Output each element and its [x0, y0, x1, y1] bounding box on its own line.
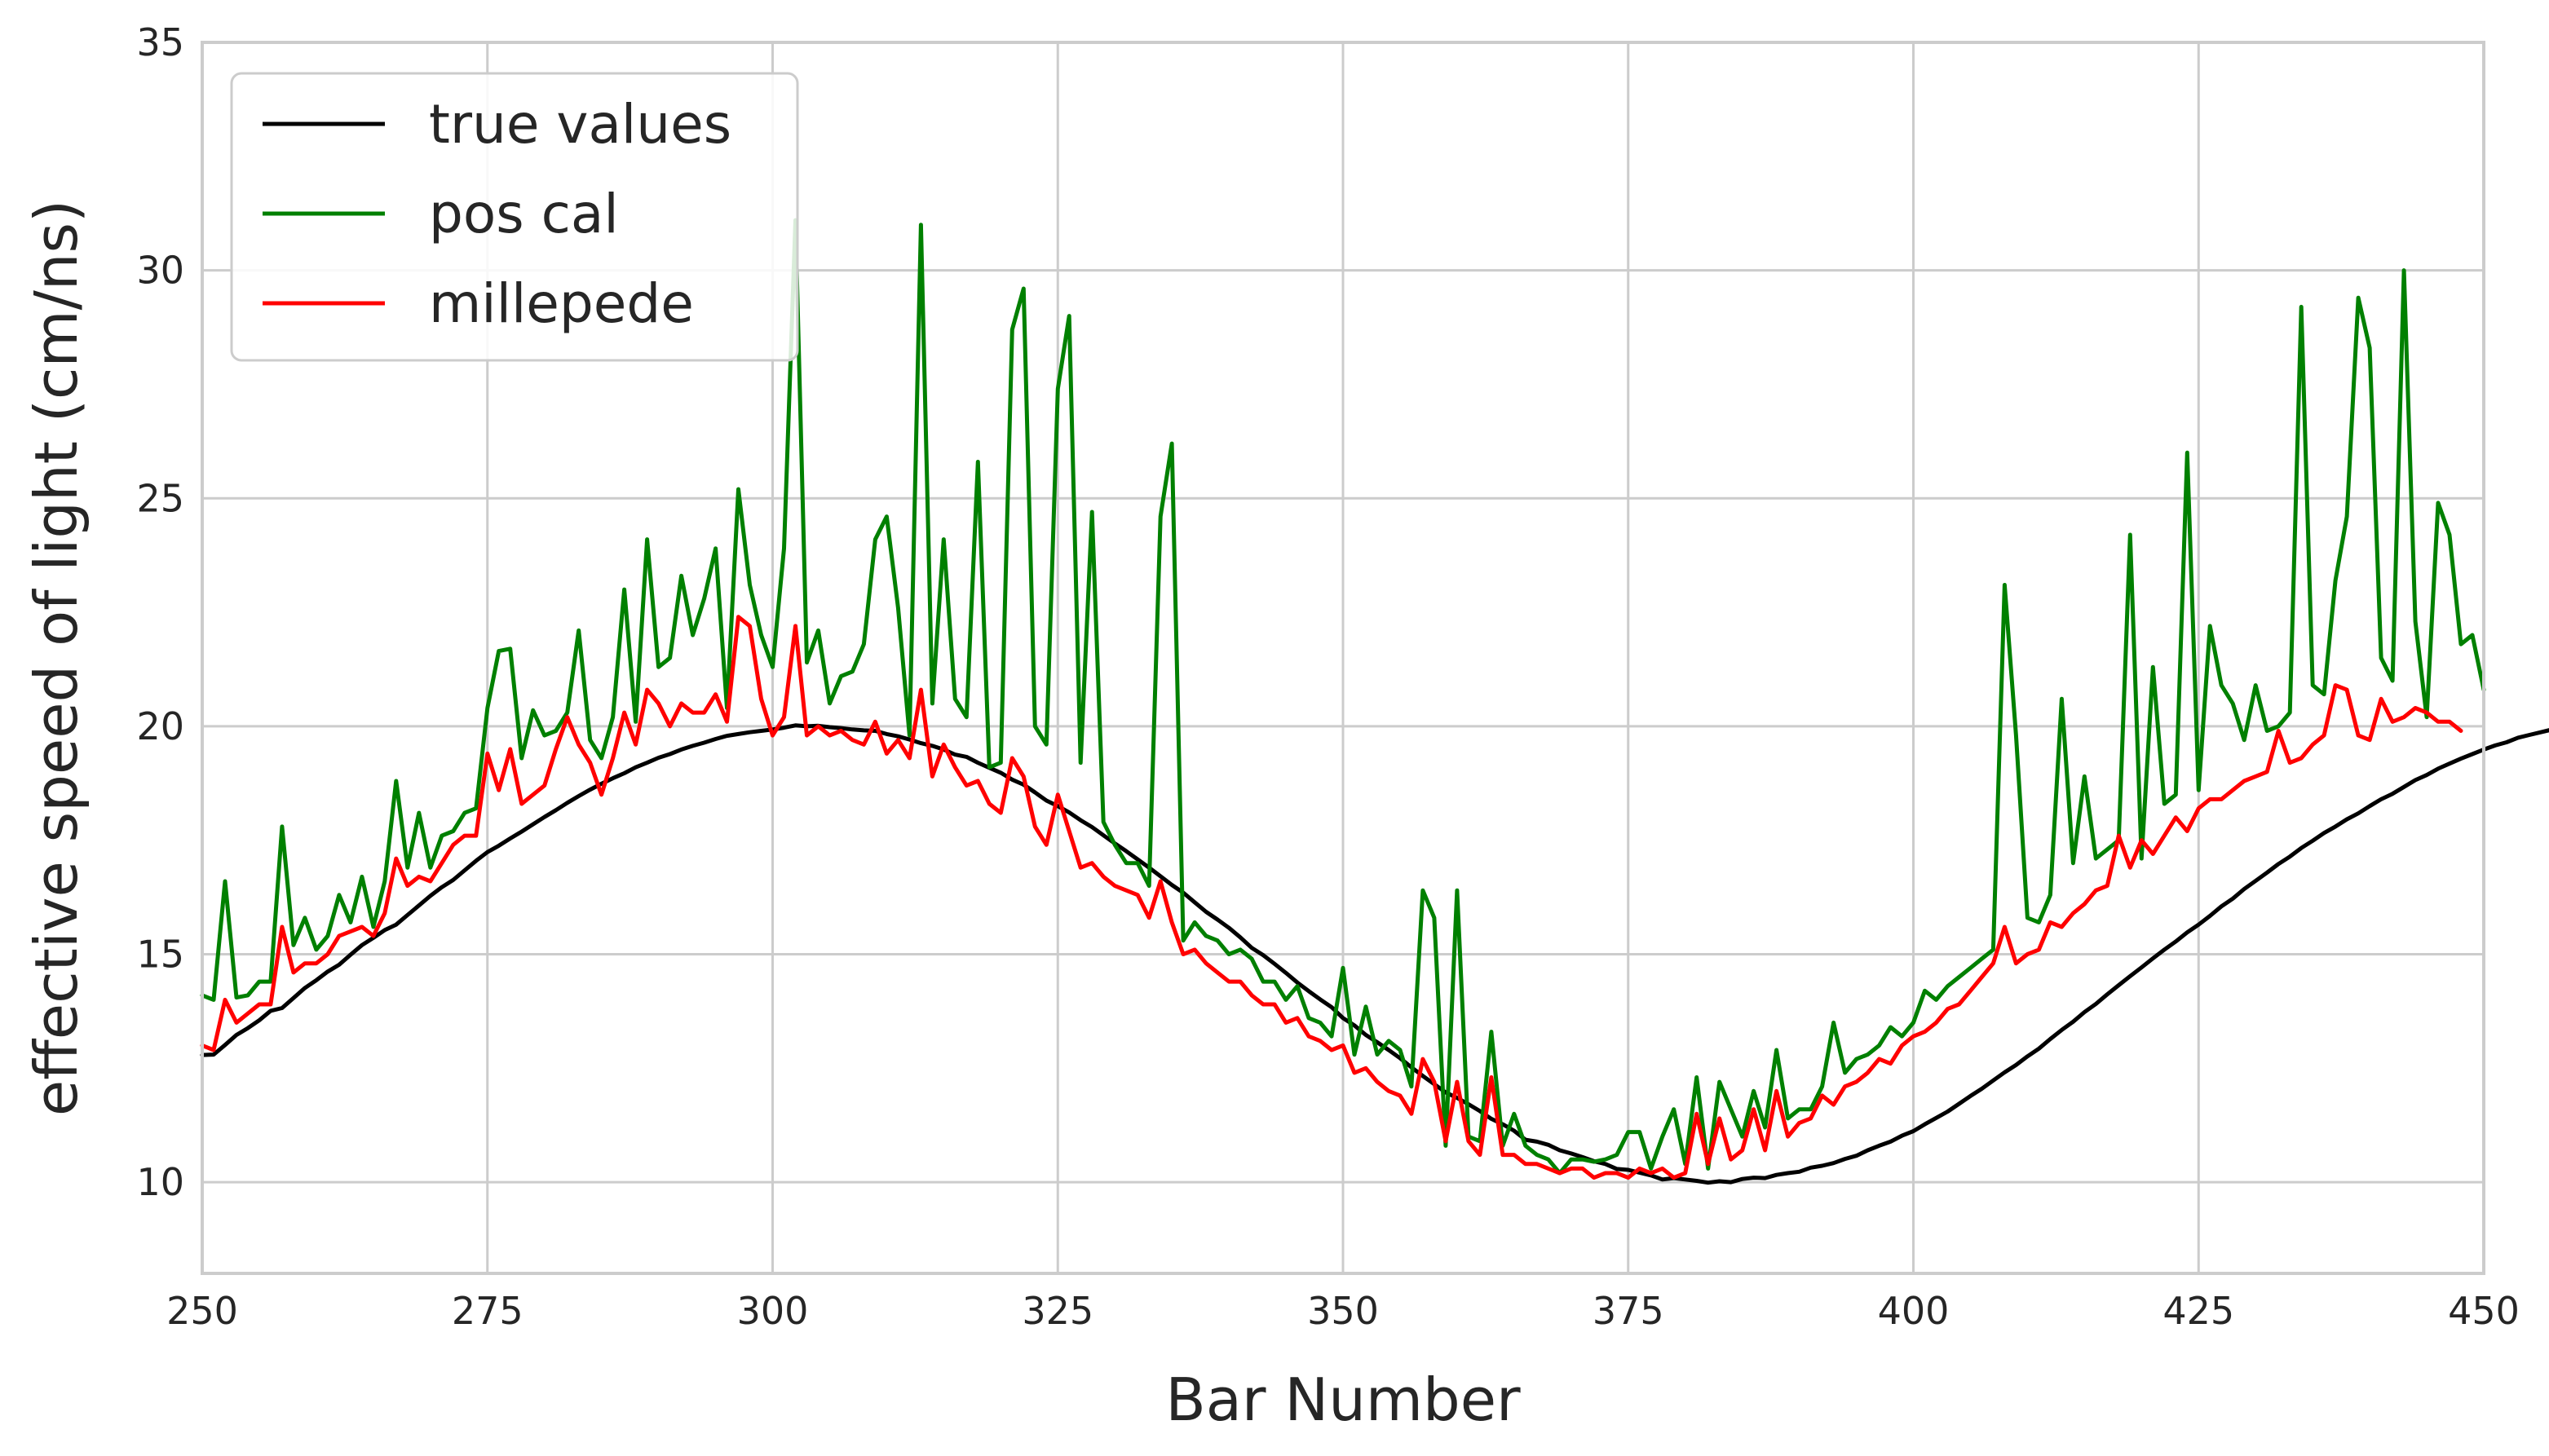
legend: true values pos cal millepede — [230, 72, 799, 362]
x-tick-label: 375 — [1593, 1289, 1664, 1333]
series-lines — [200, 218, 2549, 1185]
x-tick-labels: 250 275 300 325 350 375 400 425 450 — [166, 1289, 2520, 1333]
plot-frame — [201, 41, 2485, 1275]
legend-label-true-values: true values — [429, 93, 731, 156]
y-tick-label: 15 — [136, 933, 184, 977]
legend-label-millepede: millepede — [429, 272, 694, 335]
x-axis-label: Bar Number — [1165, 1366, 1521, 1434]
y-tick-label: 20 — [136, 704, 184, 748]
y-tick-label: 10 — [136, 1160, 184, 1204]
x-tick-label: 300 — [737, 1289, 809, 1333]
x-tick-label: 325 — [1022, 1289, 1093, 1333]
x-tick-label: 400 — [1878, 1289, 1950, 1333]
x-tick-label: 425 — [2162, 1289, 2234, 1333]
y-tick-labels: 10 15 20 25 30 35 — [136, 20, 184, 1204]
x-tick-label: 350 — [1307, 1289, 1379, 1333]
y-tick-label: 25 — [136, 476, 184, 520]
x-tick-label: 450 — [2448, 1289, 2520, 1333]
y-axis-label: effective speed of light (cm/ns) — [22, 200, 91, 1116]
y-tick-label: 30 — [136, 249, 184, 293]
x-tick-label: 275 — [452, 1289, 523, 1333]
series-line-pos-cal — [200, 218, 2486, 1176]
series-line-millepede — [200, 615, 2463, 1180]
y-tick-label: 35 — [136, 20, 184, 64]
legend-label-pos-cal: pos cal — [429, 183, 619, 245]
legend-box — [230, 72, 799, 362]
x-tick-label: 250 — [166, 1289, 238, 1333]
